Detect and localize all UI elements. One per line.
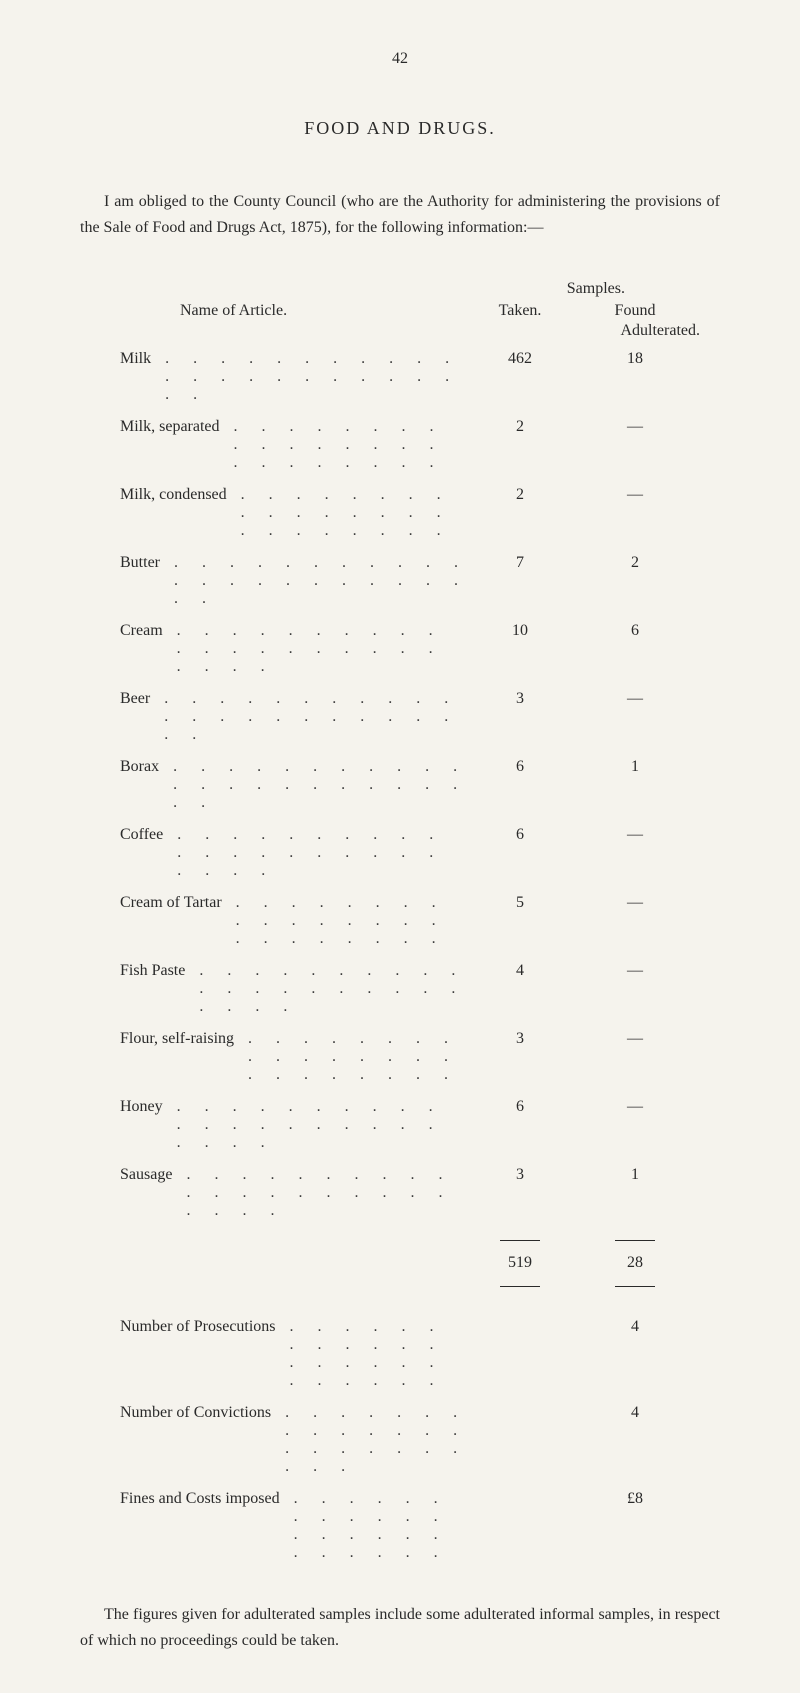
found-value: —	[570, 894, 700, 912]
found-value: —	[570, 690, 700, 708]
leader-dots: . . . . . . . . . . . . . . . . . . . . …	[160, 554, 470, 608]
article-name: Cream	[120, 622, 163, 640]
summary-value: 4	[570, 1404, 700, 1422]
summary-row: Number of Prosecutions. . . . . . . . . …	[120, 1318, 700, 1390]
taken-value: 7	[470, 554, 570, 572]
found-value: —	[570, 486, 700, 504]
taken-value: 6	[470, 758, 570, 776]
found-value: 1	[570, 1166, 700, 1184]
found-value: —	[570, 1030, 700, 1048]
leader-dots: . . . . . . . . . . . . . . . . . . . . …	[185, 962, 470, 1016]
table-row: Borax. . . . . . . . . . . . . . . . . .…	[120, 758, 700, 812]
footnote-paragraph: The figures given for adulterated sample…	[80, 1602, 720, 1653]
table-row: Cream. . . . . . . . . . . . . . . . . .…	[120, 622, 700, 676]
found-value: 18	[570, 350, 700, 368]
leader-dots: . . . . . . . . . . . . . . . . . . . . …	[163, 622, 470, 676]
found-value: —	[570, 1098, 700, 1116]
taken-value: 3	[470, 690, 570, 708]
found-value: 1	[570, 758, 700, 776]
taken-value: 6	[470, 826, 570, 844]
article-name: Sausage	[120, 1166, 172, 1184]
document-page: 42 FOOD AND DRUGS. I am obliged to the C…	[0, 0, 800, 1693]
article-name: Fish Paste	[120, 962, 185, 980]
table-header-row: Name of Article. Taken. Found	[120, 302, 700, 320]
leader-dots: . . . . . . . . . . . . . . . . . . . . …	[163, 1098, 470, 1152]
taken-value: 6	[470, 1098, 570, 1116]
table-row: Flour, self-raising. . . . . . . . . . .…	[120, 1030, 700, 1084]
leader-dots: . . . . . . . . . . . . . . . . . . . . …	[276, 1318, 470, 1390]
col-header-found: Found	[570, 302, 700, 320]
samples-header: Samples.	[120, 280, 700, 298]
adulterated-label: Adulterated.	[120, 322, 700, 340]
taken-value: 5	[470, 894, 570, 912]
leader-dots: . . . . . . . . . . . . . . . . . . . . …	[150, 690, 470, 744]
rule-row	[120, 1274, 700, 1292]
summary-value: 4	[570, 1318, 700, 1336]
table-row: Cream of Tartar. . . . . . . . . . . . .…	[120, 894, 700, 948]
taken-value: 462	[470, 350, 570, 368]
article-name: Milk, separated	[120, 418, 220, 436]
table-row: Milk, condensed. . . . . . . . . . . . .…	[120, 486, 700, 540]
article-name: Milk, condensed	[120, 486, 227, 504]
taken-value: 3	[470, 1030, 570, 1048]
found-value: —	[570, 418, 700, 436]
intro-paragraph: I am obliged to the County Council (who …	[80, 189, 720, 240]
page-title: FOOD AND DRUGS.	[80, 118, 720, 139]
page-number: 42	[80, 50, 720, 68]
total-taken: 519	[470, 1254, 570, 1272]
leader-dots: . . . . . . . . . . . . . . . . . . . . …	[151, 350, 470, 404]
leader-dots: . . . . . . . . . . . . . . . . . . . . …	[220, 418, 470, 472]
samples-table: Samples. Name of Article. Taken. Found A…	[120, 280, 700, 1562]
table-row: Sausage. . . . . . . . . . . . . . . . .…	[120, 1166, 700, 1220]
table-row: Milk, separated. . . . . . . . . . . . .…	[120, 418, 700, 472]
summary-label: Fines and Costs imposed	[120, 1490, 280, 1508]
leader-dots: . . . . . . . . . . . . . . . . . . . . …	[234, 1030, 470, 1084]
article-name: Butter	[120, 554, 160, 572]
taken-value: 4	[470, 962, 570, 980]
col-header-name: Name of Article.	[120, 302, 470, 320]
taken-value: 3	[470, 1166, 570, 1184]
leader-dots: . . . . . . . . . . . . . . . . . . . . …	[172, 1166, 470, 1220]
summary-label: Number of Convictions	[120, 1404, 271, 1422]
total-row: 519 28	[120, 1254, 700, 1272]
found-value: 2	[570, 554, 700, 572]
article-name: Milk	[120, 350, 151, 368]
article-name: Cream of Tartar	[120, 894, 222, 912]
total-found: 28	[570, 1254, 700, 1272]
col-header-taken: Taken.	[470, 302, 570, 320]
leader-dots: . . . . . . . . . . . . . . . . . . . . …	[280, 1490, 470, 1562]
taken-value: 2	[470, 486, 570, 504]
found-value: 6	[570, 622, 700, 640]
summary-row: Number of Convictions. . . . . . . . . .…	[120, 1404, 700, 1476]
leader-dots: . . . . . . . . . . . . . . . . . . . . …	[222, 894, 470, 948]
table-row: Beer. . . . . . . . . . . . . . . . . . …	[120, 690, 700, 744]
taken-value: 10	[470, 622, 570, 640]
table-row: Milk. . . . . . . . . . . . . . . . . . …	[120, 350, 700, 404]
article-name: Coffee	[120, 826, 163, 844]
leader-dots: . . . . . . . . . . . . . . . . . . . . …	[159, 758, 470, 812]
leader-dots: . . . . . . . . . . . . . . . . . . . . …	[163, 826, 470, 880]
summary-label: Number of Prosecutions	[120, 1318, 276, 1336]
table-row: Fish Paste. . . . . . . . . . . . . . . …	[120, 962, 700, 1016]
article-name: Borax	[120, 758, 159, 776]
table-row: Coffee. . . . . . . . . . . . . . . . . …	[120, 826, 700, 880]
leader-dots: . . . . . . . . . . . . . . . . . . . . …	[271, 1404, 470, 1476]
article-name: Flour, self-raising	[120, 1030, 234, 1048]
rule-row	[120, 1228, 700, 1246]
table-row: Butter. . . . . . . . . . . . . . . . . …	[120, 554, 700, 608]
found-value: —	[570, 962, 700, 980]
article-name: Honey	[120, 1098, 163, 1116]
article-name: Beer	[120, 690, 150, 708]
leader-dots: . . . . . . . . . . . . . . . . . . . . …	[227, 486, 470, 540]
taken-value: 2	[470, 418, 570, 436]
summary-row: Fines and Costs imposed. . . . . . . . .…	[120, 1490, 700, 1562]
found-value: —	[570, 826, 700, 844]
table-row: Honey. . . . . . . . . . . . . . . . . .…	[120, 1098, 700, 1152]
summary-value: £8	[570, 1490, 700, 1508]
